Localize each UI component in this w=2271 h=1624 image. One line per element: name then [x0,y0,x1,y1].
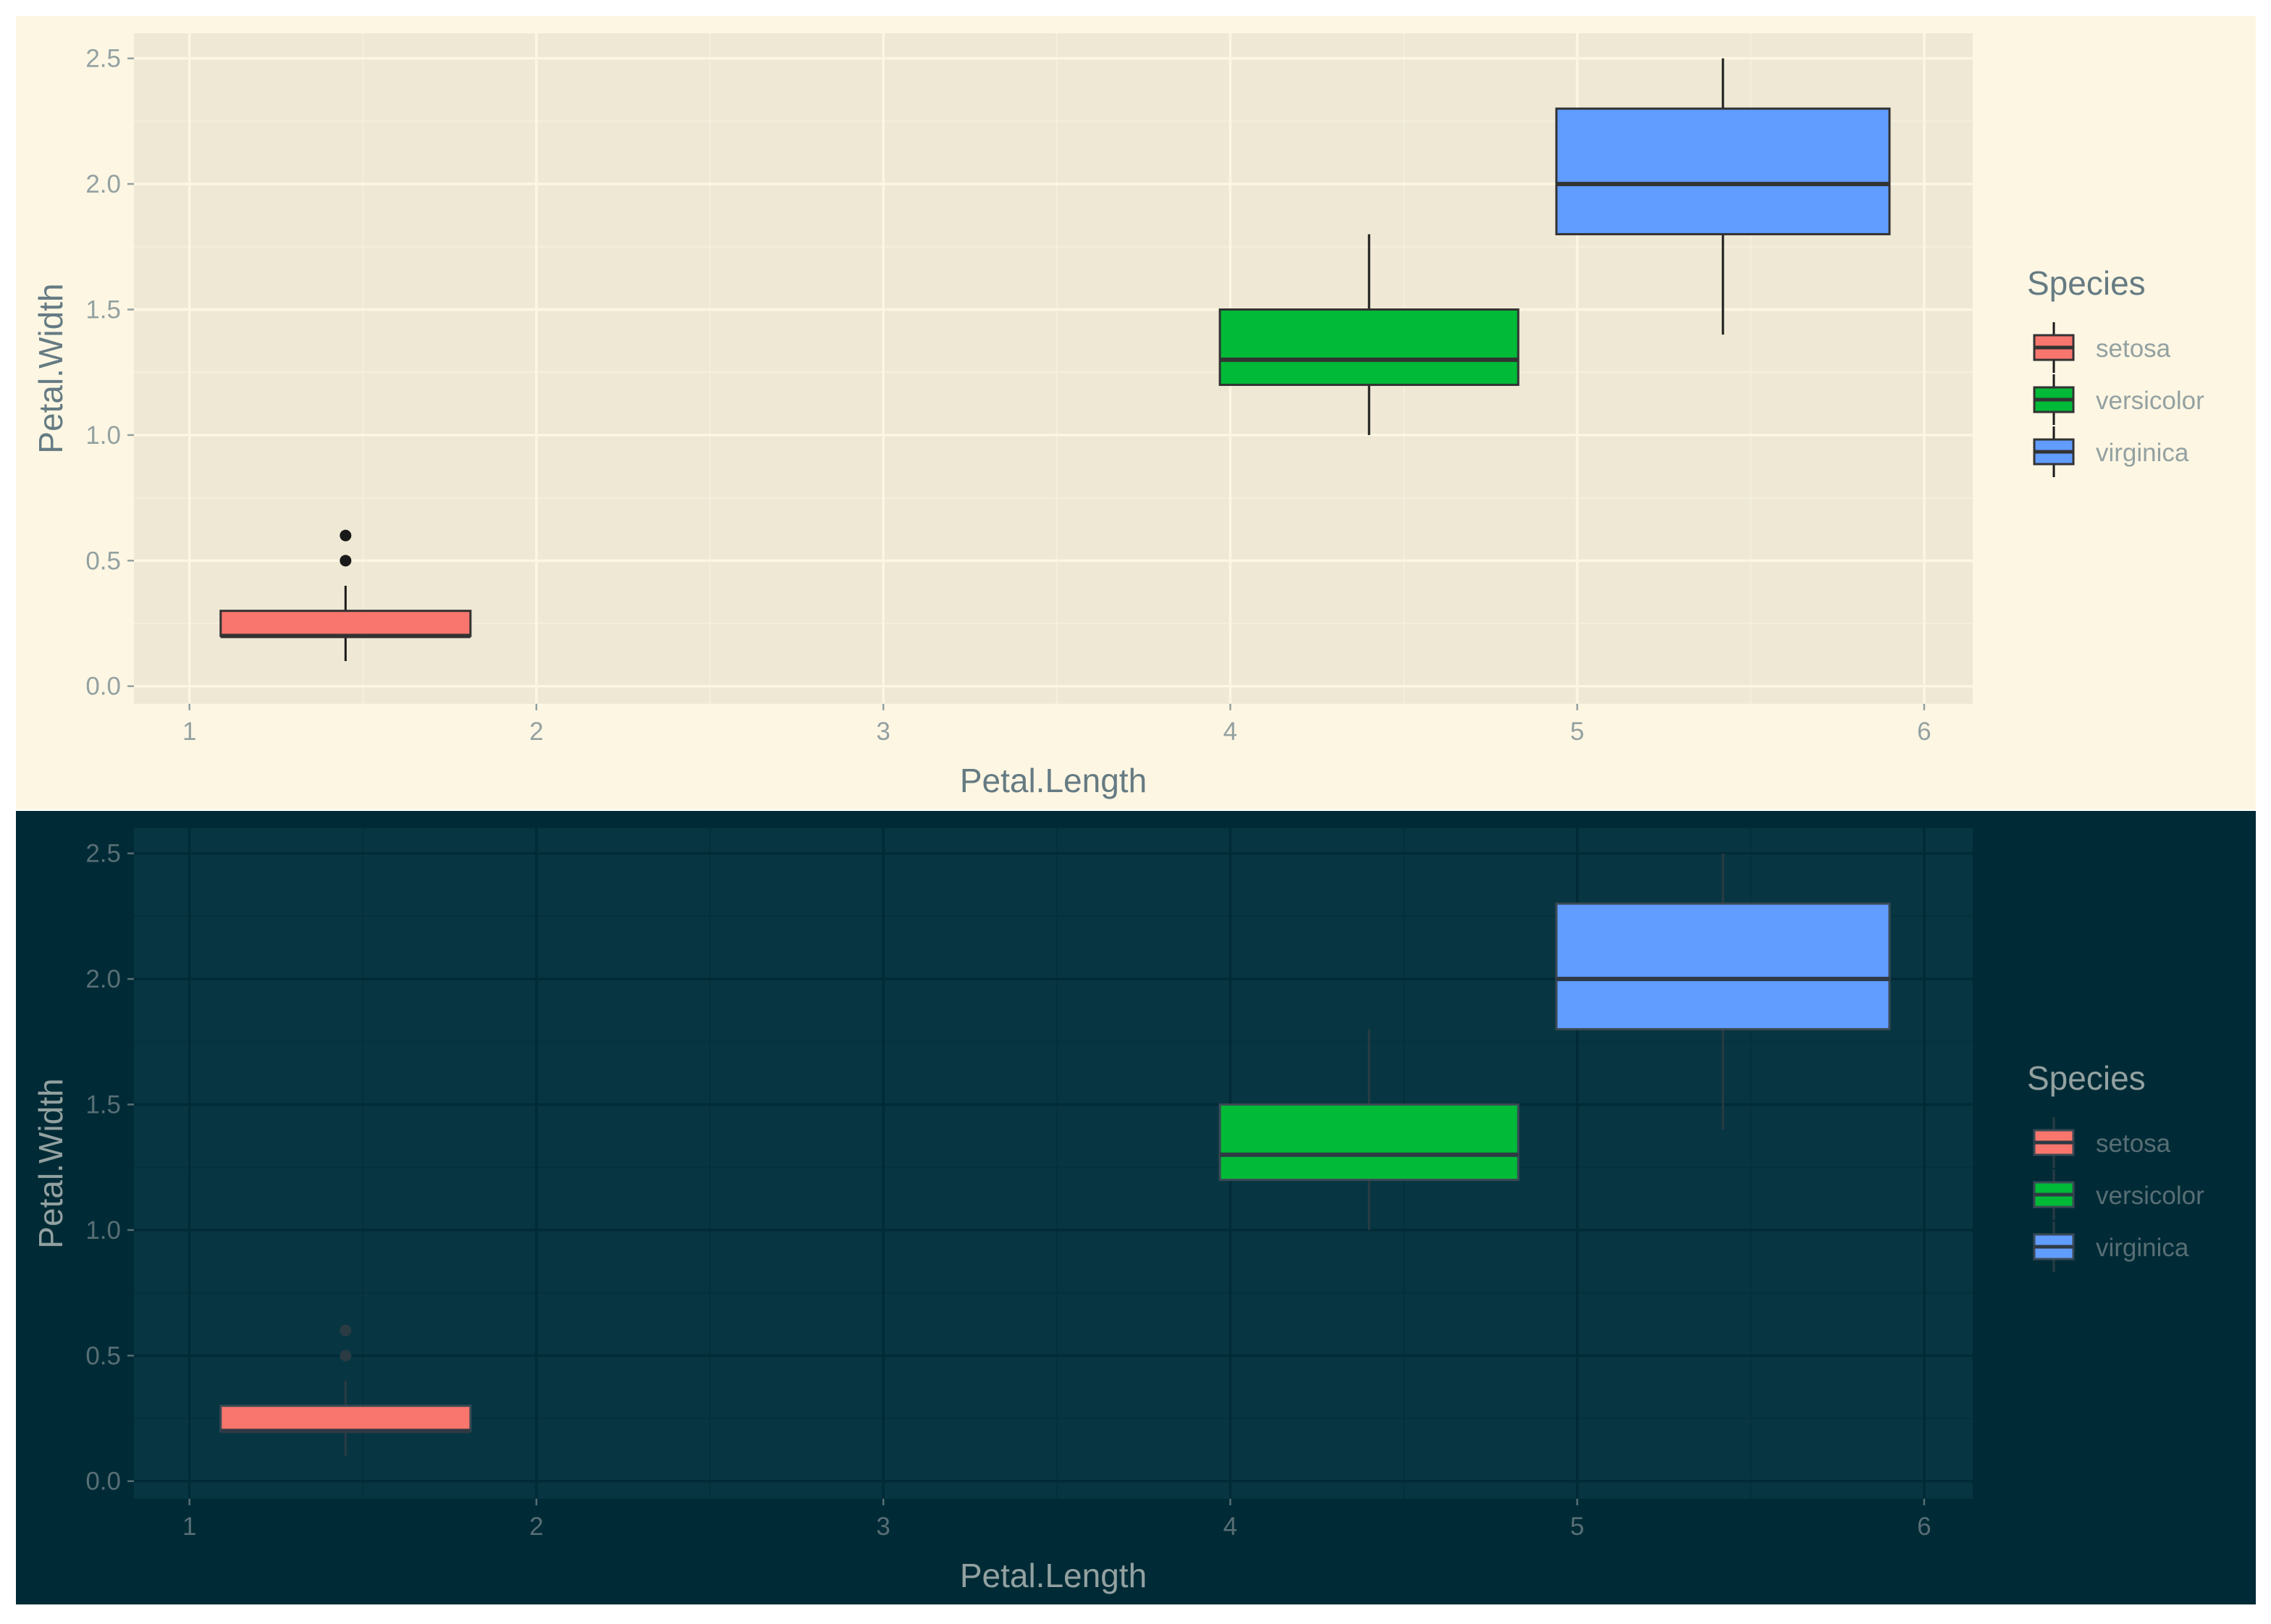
x-tick-label: 6 [1917,718,1931,746]
y-tick-label: 0.0 [85,1468,121,1496]
x-tick-label: 2 [529,1512,543,1541]
box-versicolor [1218,1029,1520,1230]
legend-label-versicolor: versicolor [2096,387,2204,415]
axes: 1 2 3 4 5 6 0.0 0.5 1.0 1.5 2.0 2.5 Petal.Length Peta… [32,45,1931,799]
box-iqr [1218,1103,1520,1182]
grid [134,828,1973,1499]
x-tick-label: 1 [182,1512,196,1541]
y-tick-label: 0.5 [85,547,121,575]
box-iqr [219,1405,472,1432]
y-tick-label: 1.0 [85,1216,121,1245]
y-tick-label: 0.5 [85,1342,121,1370]
y-axis-title: Petal.Width [32,1078,69,1248]
box-iqr [1218,308,1520,387]
chart-0: 1 2 3 4 5 6 0.0 0.5 1.0 1.5 2.0 2.5 Petal.Length Peta… [16,16,2256,809]
y-tick-label: 2.0 [85,170,121,198]
y-axis-title: Petal.Width [32,283,69,453]
box-virginica [1555,58,1891,335]
y-tick-label: 2.0 [85,965,121,993]
legend-title: Species [2027,264,2146,302]
legend-label-setosa: setosa [2096,335,2171,363]
x-tick-label: 3 [876,1512,890,1541]
y-tick-label: 1.0 [85,421,121,450]
outlier-point [340,1324,352,1337]
x-tick-label: 5 [1570,1512,1584,1541]
axes: 1 2 3 4 5 6 0.0 0.5 1.0 1.5 2.0 2.5 Petal.Length Peta… [32,840,1931,1594]
outlier-point [340,555,352,567]
legend-label-setosa: setosa [2096,1129,2171,1158]
legend: Species setosa versicolor virginica [2027,264,2204,477]
legend: Species setosa versicolor virginica [2027,1059,2204,1272]
y-tick-label: 1.5 [85,1090,121,1119]
box-iqr [219,610,472,637]
x-tick-label: 4 [1223,1512,1237,1541]
chart-1: 1 2 3 4 5 6 0.0 0.5 1.0 1.5 2.0 2.5 Petal.Length Peta… [16,811,2256,1604]
x-tick-label: 4 [1223,718,1237,746]
x-tick-label: 1 [182,718,196,746]
y-tick-label: 1.5 [85,295,121,324]
legend-label-virginica: virginica [2096,439,2189,467]
box-versicolor [1218,234,1520,435]
x-tick-label: 3 [876,718,890,746]
box-setosa [219,529,472,662]
legend-label-virginica: virginica [2096,1234,2189,1262]
y-tick-label: 2.5 [85,45,121,73]
x-axis-title: Petal.Length [960,762,1147,799]
outlier-point [340,529,352,542]
x-tick-label: 2 [529,718,543,746]
box-virginica [1555,853,1891,1130]
y-tick-label: 2.5 [85,840,121,868]
outlier-point [340,1350,352,1362]
box-iqr [1555,902,1891,1030]
legend-label-versicolor: versicolor [2096,1182,2204,1210]
box-iqr [1555,107,1891,235]
legend-title: Species [2027,1059,2146,1097]
y-tick-label: 0.0 [85,673,121,701]
x-axis-title: Petal.Length [960,1557,1147,1594]
x-tick-label: 6 [1917,1512,1931,1541]
x-tick-label: 5 [1570,718,1584,746]
box-setosa [219,1324,472,1457]
